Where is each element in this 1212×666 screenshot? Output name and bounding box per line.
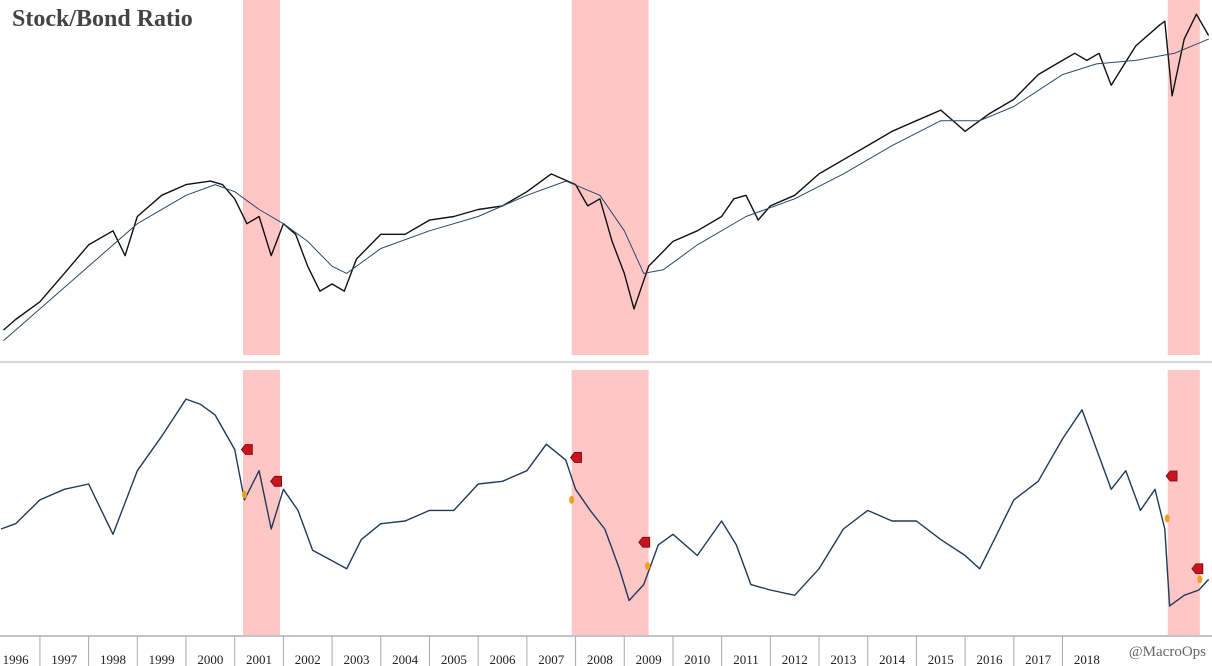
- x-tick-label: 2007: [538, 652, 565, 666]
- x-tick-label: 2017: [1025, 652, 1052, 666]
- x-tick-label: 2010: [684, 652, 710, 666]
- signal-marker: [1191, 563, 1204, 575]
- signal-marker: [1165, 470, 1178, 482]
- x-tick-label: 2005: [441, 652, 467, 666]
- x-tick-label: 2015: [928, 652, 954, 666]
- shaded-range: [571, 370, 649, 635]
- alert-marker: [569, 495, 575, 504]
- x-tick-label: 2009: [636, 652, 662, 666]
- x-tick-label: 2014: [879, 652, 906, 666]
- shaded-range: [1167, 370, 1200, 635]
- x-tick-label: 1999: [149, 652, 175, 666]
- x-tick-label: 2011: [733, 652, 759, 666]
- x-tick-label: 1997: [51, 652, 78, 666]
- shaded-range: [242, 0, 280, 355]
- x-tick-label: 1996: [3, 652, 30, 666]
- annotation: @MacroOps: [1129, 644, 1206, 660]
- x-tick-label: 2002: [295, 652, 321, 666]
- x-tick-label: 2004: [392, 652, 419, 666]
- shaded-range: [571, 0, 649, 355]
- alert-marker: [241, 490, 247, 499]
- signal-marker: [570, 452, 582, 463]
- x-tick-label: 2006: [490, 652, 517, 666]
- title-backdrop: [0, 0, 240, 40]
- x-tick-label: 2013: [830, 652, 856, 666]
- chart-title: Stock/Bond Ratio: [12, 6, 193, 32]
- signal-marker: [638, 536, 651, 548]
- shaded-range: [1167, 0, 1200, 355]
- shaded-range: [242, 370, 280, 635]
- x-tick-label: 1998: [100, 652, 126, 666]
- x-tick-label: 2018: [1074, 652, 1100, 666]
- x-tick-label: 2000: [197, 652, 223, 666]
- x-tick-label: 2008: [587, 652, 613, 666]
- signal-marker: [240, 444, 253, 455]
- alert-marker: [1197, 575, 1203, 584]
- x-tick-label: 2012: [782, 652, 808, 666]
- series-line: [0, 398, 1210, 607]
- alert-marker: [1164, 514, 1170, 523]
- x-tick-label: 2003: [343, 652, 369, 666]
- alert-marker: [645, 562, 651, 571]
- series-line: [2, 13, 1210, 331]
- x-tick-label: 2001: [246, 652, 272, 666]
- signal-marker: [270, 475, 282, 487]
- series-line: [3, 38, 1209, 342]
- x-tick-label: 2016: [976, 652, 1003, 666]
